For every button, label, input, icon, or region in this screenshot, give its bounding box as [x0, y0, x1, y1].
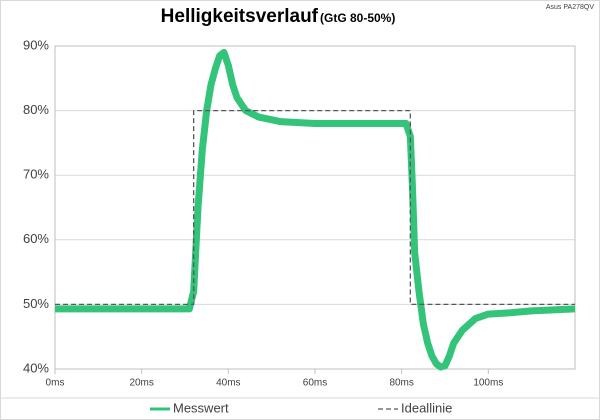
y-tick-label: 80%	[23, 102, 49, 117]
y-tick-label: 90%	[23, 37, 49, 52]
x-tick-label: 80ms	[389, 378, 413, 389]
y-tick-label: 70%	[23, 167, 49, 182]
x-tick-label: 20ms	[129, 378, 153, 389]
ideal-line	[55, 109, 575, 306]
x-tick-label: 0ms	[46, 378, 65, 389]
chart-title: Helligkeitsverlauf	[161, 6, 319, 27]
plot-frame	[54, 45, 576, 370]
legend-label: Ideallinie	[401, 400, 452, 415]
annotation: Asus PA278QV	[546, 4, 594, 11]
measured-line	[55, 48, 576, 371]
legend-label: Messwert	[173, 400, 229, 415]
y-tick-label: 50%	[23, 296, 49, 311]
y-tick-label: 60%	[23, 231, 49, 246]
chart-subtitle: (GtG 80-50%)	[320, 11, 395, 25]
x-tick-label: 60ms	[303, 378, 327, 389]
x-tick-label: 40ms	[216, 378, 240, 389]
x-tick-label: 100ms	[473, 378, 503, 389]
y-tick-label: 40%	[23, 360, 49, 375]
